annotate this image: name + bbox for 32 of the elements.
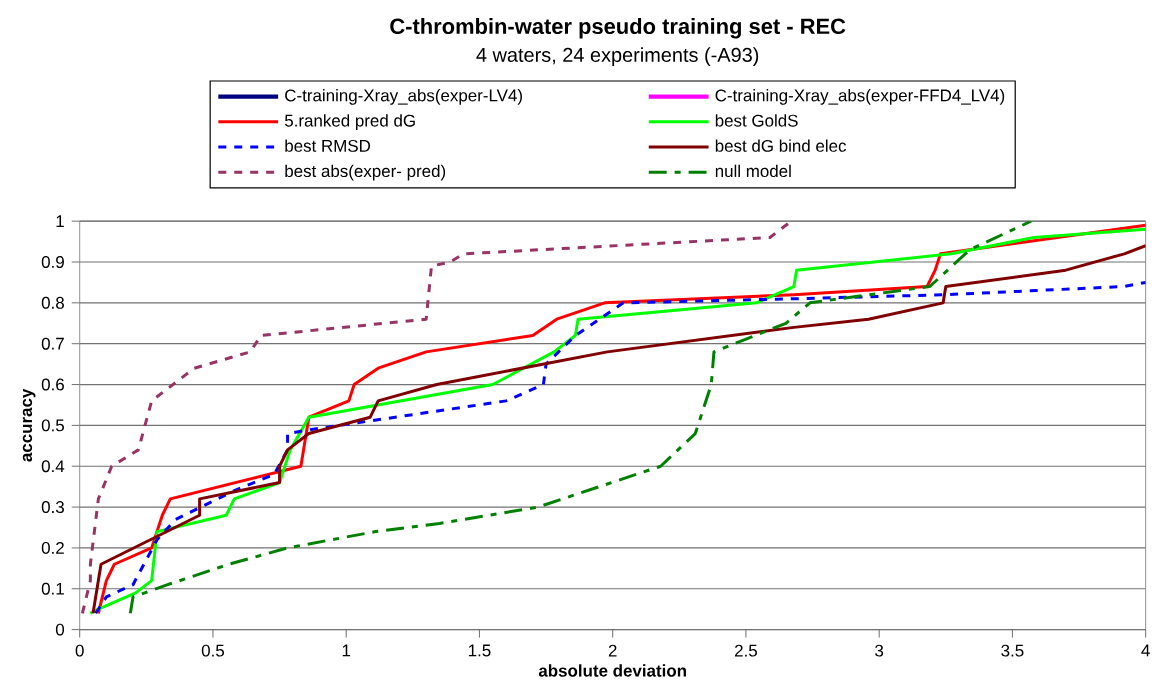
x-tick-label: 2 — [608, 644, 617, 657]
x-tick-label: 2.5 — [735, 644, 757, 657]
legend-label: best RMSD — [285, 139, 371, 152]
y-tick-label: 0.7 — [41, 337, 64, 350]
y-tick-label: 0 — [55, 623, 65, 636]
y-tick-label: 0.4 — [41, 460, 65, 473]
legend-label: null model — [715, 164, 791, 177]
x-tick-label: 3 — [875, 644, 884, 657]
y-tick-label: 0.3 — [41, 500, 64, 513]
x-axis-title: absolute deviation — [538, 664, 686, 677]
x-tick-label: 3.5 — [1001, 644, 1024, 657]
y-tick-label: 0.1 — [41, 582, 64, 595]
y-tick-label: 0.2 — [41, 541, 64, 554]
y-axis-title: accuracy — [22, 388, 36, 462]
chart-title: C-thrombin-water pseudo training set - REC — [390, 17, 846, 39]
y-tick-label: 0.5 — [41, 419, 64, 432]
y-tick-label: 1 — [56, 215, 64, 227]
x-tick-label: 1 — [342, 644, 351, 657]
x-tick-label: 1.5 — [468, 644, 491, 657]
y-tick-label: 0.9 — [41, 255, 64, 268]
legend-label: C-training-Xray_abs(exper-LV4) — [285, 88, 522, 105]
legend-label: best abs(exper- pred) — [285, 164, 446, 181]
x-tick-label: 0.5 — [201, 644, 225, 657]
chart-subtitle: 4 waters, 24 experiments (-A93) — [476, 47, 759, 66]
legend-label: C-training-Xray_abs(exper-FFD4_LV4) — [715, 88, 1005, 105]
y-tick-label: 0.8 — [41, 296, 64, 309]
x-tick-label: 4 — [1141, 644, 1150, 657]
x-tick-label: 0 — [75, 644, 84, 657]
y-tick-label: 0.6 — [41, 378, 64, 391]
legend-label: best GoldS — [715, 114, 798, 127]
legend-label: 5.ranked pred dG — [284, 114, 415, 130]
legend-label: best dG bind elec — [715, 139, 847, 152]
